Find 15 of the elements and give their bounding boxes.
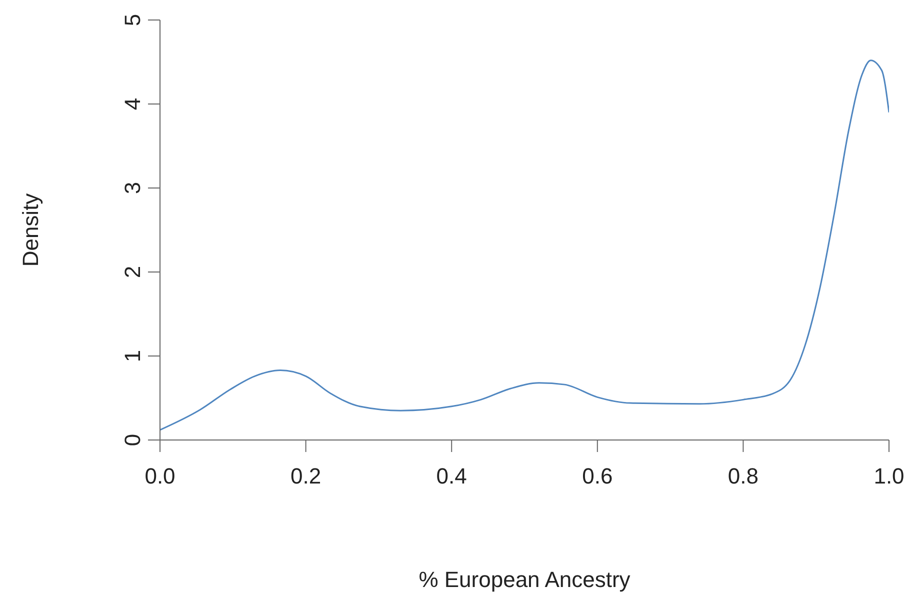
y-tick-label: 5 [120, 14, 145, 26]
y-tick-label: 2 [120, 266, 145, 278]
x-axis-title: % European Ancestry [418, 567, 630, 592]
x-tick-label: 0.0 [144, 464, 176, 489]
x-tick-label: 0.4 [436, 464, 467, 489]
x-tick-label: 1.0 [874, 464, 904, 489]
y-tick-label: 0 [120, 434, 145, 446]
y-tick-label: 1 [120, 350, 145, 362]
y-axis-title: Density [18, 193, 43, 267]
y-tick-label: 3 [120, 182, 145, 194]
x-tick-label: 0.6 [582, 464, 613, 489]
line-series [160, 60, 889, 431]
y-tick-label: 4 [120, 98, 145, 110]
x-tick-label: 0.8 [728, 464, 758, 489]
x-tick-label: 0.2 [290, 464, 322, 489]
